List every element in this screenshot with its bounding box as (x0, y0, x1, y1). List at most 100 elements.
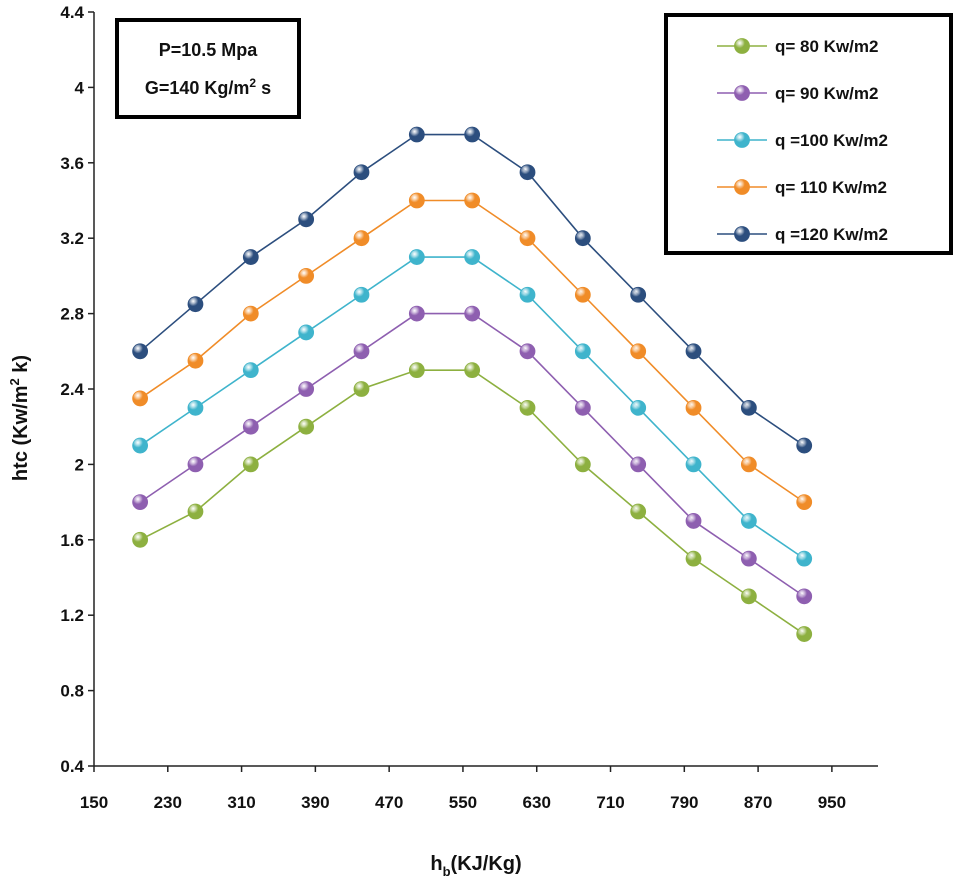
data-point (574, 456, 591, 473)
data-point (574, 230, 591, 247)
x-tick-label: 630 (523, 793, 551, 812)
x-tick-label: 550 (449, 793, 477, 812)
legend-marker (734, 226, 750, 242)
x-tick-label: 950 (818, 793, 846, 812)
data-point (408, 126, 425, 143)
data-point (464, 362, 481, 379)
data-point (132, 390, 149, 407)
legend-label: q= 80 Kw/m2 (775, 37, 878, 56)
data-point (298, 267, 315, 284)
data-point (408, 249, 425, 265)
data-point (574, 343, 591, 360)
data-point (187, 456, 204, 473)
data-point (353, 164, 370, 181)
data-point (685, 343, 702, 360)
data-point (353, 343, 370, 360)
data-point (242, 418, 259, 435)
legend-label: q= 90 Kw/m2 (775, 84, 878, 103)
annotation-box (115, 18, 301, 119)
data-point (408, 192, 425, 209)
x-axis-title-rest: (KJ/Kg) (451, 853, 522, 875)
y-axis-title-sup: 2 (7, 378, 22, 385)
series-line (139, 369, 805, 635)
legend-marker (734, 179, 750, 195)
annotation-mass-flux-rest: s (256, 78, 271, 98)
x-tick-label: 470 (375, 793, 403, 812)
data-point (298, 324, 315, 341)
data-point (630, 286, 647, 303)
data-point (242, 362, 259, 379)
data-point (630, 399, 647, 416)
x-tick-label: 310 (227, 793, 255, 812)
data-point (574, 286, 591, 303)
legend-box (664, 13, 953, 255)
data-point (519, 286, 536, 303)
data-point (298, 418, 315, 435)
annotation-pressure: P=10.5 Mpa (159, 40, 259, 60)
series-line (139, 312, 805, 598)
x-tick-label: 390 (301, 793, 329, 812)
data-point (298, 381, 315, 397)
data-point (187, 296, 204, 313)
x-tick-label: 230 (154, 793, 182, 812)
data-point (740, 588, 757, 605)
data-point (796, 626, 813, 642)
data-point (519, 164, 536, 181)
data-point (630, 503, 647, 520)
legend-marker (734, 38, 750, 54)
legend-label: q =100 Kw/m2 (775, 131, 888, 150)
data-point (132, 437, 149, 454)
data-point (408, 362, 425, 379)
x-tick-label: 710 (596, 793, 624, 812)
condition-annotation: P=10.5 Mpa G=140 Kg/m2 s (115, 18, 301, 119)
data-point (242, 249, 259, 265)
data-point (740, 550, 757, 567)
legend: q= 80 Kw/m2 q= 90 Kw/m2 q =100 Kw/m2 q= 110… (664, 13, 953, 255)
x-tick-label: 870 (744, 793, 772, 812)
y-tick-label: 2.4 (60, 380, 84, 399)
data-point (574, 399, 591, 416)
data-point (242, 456, 259, 473)
data-point (685, 550, 702, 567)
y-tick-label: 3.6 (60, 154, 84, 173)
data-point (353, 381, 370, 397)
x-tick-label: 790 (670, 793, 698, 812)
data-point (519, 343, 536, 360)
data-point (630, 456, 647, 473)
data-point (187, 503, 204, 520)
data-point (464, 192, 481, 209)
series-layer (132, 126, 813, 642)
x-ticks: 150 230 310 390 470 550 630 710 790 870 950 (80, 766, 846, 812)
series-line (139, 256, 805, 560)
data-point (408, 305, 425, 322)
y-tick-label: 3.2 (60, 229, 84, 248)
legend-marker (734, 85, 750, 101)
legend-label: q= 110 Kw/m2 (775, 178, 887, 197)
annotation-mass-flux-sup: 2 (249, 76, 256, 90)
data-point (132, 531, 149, 548)
data-point (685, 513, 702, 529)
data-point (464, 126, 481, 143)
data-point (242, 305, 259, 322)
data-point (132, 343, 149, 360)
y-tick-label: 0.8 (60, 682, 84, 701)
data-point (132, 494, 149, 511)
data-point (519, 230, 536, 247)
y-tick-label: 0.4 (60, 757, 84, 776)
data-point (685, 456, 702, 473)
y-axis-title-main: htc (Kw/m (10, 386, 32, 482)
y-tick-label: 4.4 (60, 3, 84, 22)
y-tick-label: 1.6 (60, 531, 84, 550)
y-axis-title-rest: k) (10, 355, 32, 378)
y-tick-label: 1.2 (60, 606, 84, 625)
data-point (464, 249, 481, 265)
y-tick-label: 2 (75, 455, 84, 474)
x-axis-title: hb(KJ/Kg) (430, 853, 521, 879)
data-point (519, 399, 536, 416)
data-point (740, 399, 757, 416)
annotation-mass-flux-main: G=140 Kg/m (145, 78, 250, 98)
y-tick-label: 2.8 (60, 305, 84, 324)
data-point (298, 211, 315, 228)
data-point (796, 494, 813, 511)
